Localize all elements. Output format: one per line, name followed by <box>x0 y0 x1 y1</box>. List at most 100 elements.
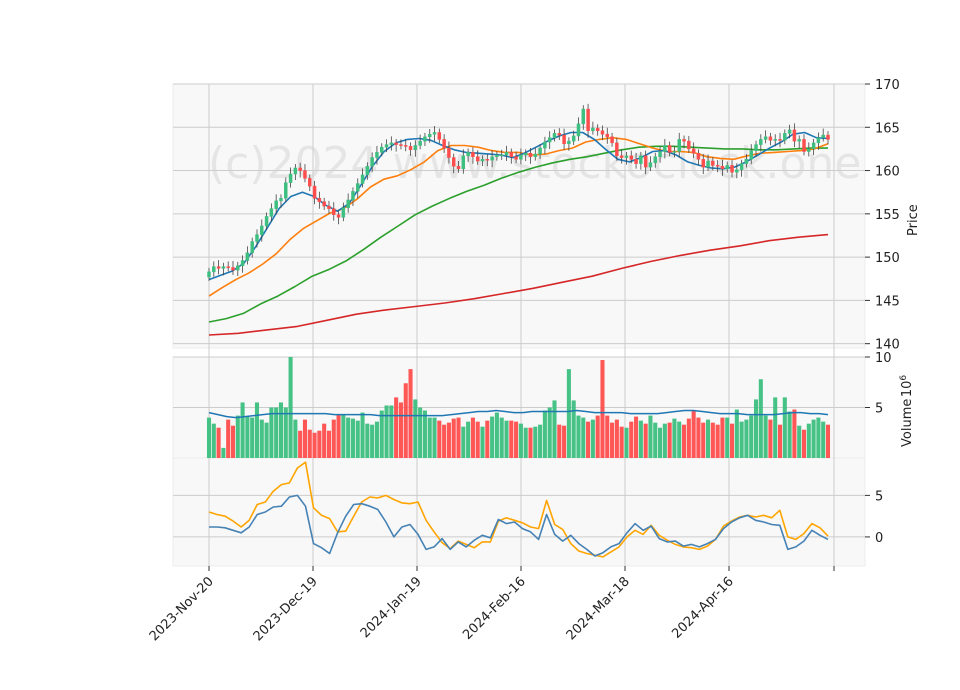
candle-body <box>538 147 542 155</box>
candle-body <box>236 265 240 271</box>
volume-bar <box>326 430 332 458</box>
volume-bar <box>456 417 461 458</box>
price-tick-label: 140 <box>875 338 900 353</box>
volume-bar <box>394 397 399 458</box>
candle-body <box>701 159 705 168</box>
candle-body <box>615 142 619 157</box>
volume-bar <box>509 420 514 458</box>
volume-bar <box>801 429 807 458</box>
volume-bar <box>538 424 543 458</box>
volume-bar <box>331 419 336 458</box>
volume-bar <box>264 422 269 458</box>
indicator-panel <box>172 457 866 567</box>
candle-body <box>706 160 710 168</box>
volume-bar <box>686 418 691 458</box>
volume-bar <box>259 419 264 458</box>
volume-bar <box>710 422 715 458</box>
volume-bar <box>312 432 317 458</box>
volume-bar <box>307 429 312 458</box>
candle-body <box>504 152 509 156</box>
candle-body <box>288 173 293 183</box>
volume-bar <box>806 423 811 458</box>
candle-body <box>792 129 797 142</box>
candle-body <box>821 134 825 138</box>
candle-body <box>240 260 245 267</box>
indicator-lines <box>208 461 829 558</box>
candle-body <box>356 183 360 192</box>
candle-body <box>298 167 302 171</box>
volume-bar <box>211 423 216 458</box>
volume-bar <box>470 417 475 458</box>
volume-bar <box>792 409 797 458</box>
candle-body <box>787 129 792 134</box>
x-tick-label: 2024-Mar-18 <box>564 574 633 643</box>
candle-body <box>346 199 350 209</box>
volume-bar <box>720 417 725 458</box>
volume-bar <box>547 407 552 458</box>
volume-bar <box>600 360 605 458</box>
volume-bar <box>384 405 389 458</box>
candle-body <box>327 205 331 209</box>
candle-body <box>523 152 528 156</box>
candle-body <box>739 163 744 170</box>
volume-bar <box>725 417 730 458</box>
volume-bar <box>542 410 547 458</box>
candle-body <box>653 156 657 164</box>
x-tick-label: 2024-Apr-16 <box>669 574 736 641</box>
candle-body <box>562 134 566 144</box>
price-panel <box>172 83 866 349</box>
volume-bar <box>533 426 538 458</box>
volume-bar <box>379 410 384 458</box>
candle-body <box>571 135 576 142</box>
candle-body <box>312 185 317 199</box>
volume-bar <box>734 409 739 458</box>
volume-bar <box>365 423 370 458</box>
candle-body <box>581 108 586 125</box>
candle-body <box>442 139 446 149</box>
candle-body <box>255 234 259 242</box>
candle-body <box>773 139 777 141</box>
candle-body <box>360 174 365 184</box>
candle-body <box>471 152 475 157</box>
candle-body <box>216 266 221 269</box>
volume-bar <box>758 379 763 458</box>
volume-bar <box>346 417 351 458</box>
volume-bar <box>293 419 298 458</box>
candle-body <box>231 267 235 271</box>
candle-body <box>451 157 456 167</box>
candle-body <box>730 165 734 173</box>
candle-body <box>639 155 643 164</box>
volume-bar <box>336 414 341 458</box>
volume-bar <box>523 427 528 458</box>
candle-body <box>245 252 250 261</box>
candle-body <box>605 133 610 138</box>
candle-body <box>264 216 269 227</box>
volume-bar <box>773 397 778 458</box>
candle-body <box>672 151 677 153</box>
candle-body <box>619 155 624 158</box>
candle-body <box>667 145 672 153</box>
candle-body <box>749 150 753 160</box>
price-tick-label: 150 <box>875 251 900 266</box>
volume-bar <box>811 419 816 458</box>
volume-bar <box>288 357 293 458</box>
volume-bar <box>418 407 423 458</box>
volume-bar <box>605 415 610 458</box>
candle-body <box>418 140 422 146</box>
volume-bar <box>581 417 586 458</box>
volume-bar <box>797 425 802 458</box>
volume-bar <box>729 423 735 458</box>
candle-body <box>499 154 504 157</box>
candle-body <box>783 133 787 141</box>
volume-bar <box>374 421 379 458</box>
volume-bar <box>475 421 480 458</box>
candle-body <box>634 159 638 164</box>
candle-body <box>509 152 514 157</box>
volume-bar <box>787 411 792 458</box>
volume-ma-line-group <box>208 409 829 419</box>
volume-bar <box>422 410 427 458</box>
volume-bar <box>595 415 600 458</box>
x-tick-label: 2024-Jan-19 <box>358 574 425 641</box>
volume-bar <box>715 424 720 458</box>
candle-body <box>663 145 667 152</box>
